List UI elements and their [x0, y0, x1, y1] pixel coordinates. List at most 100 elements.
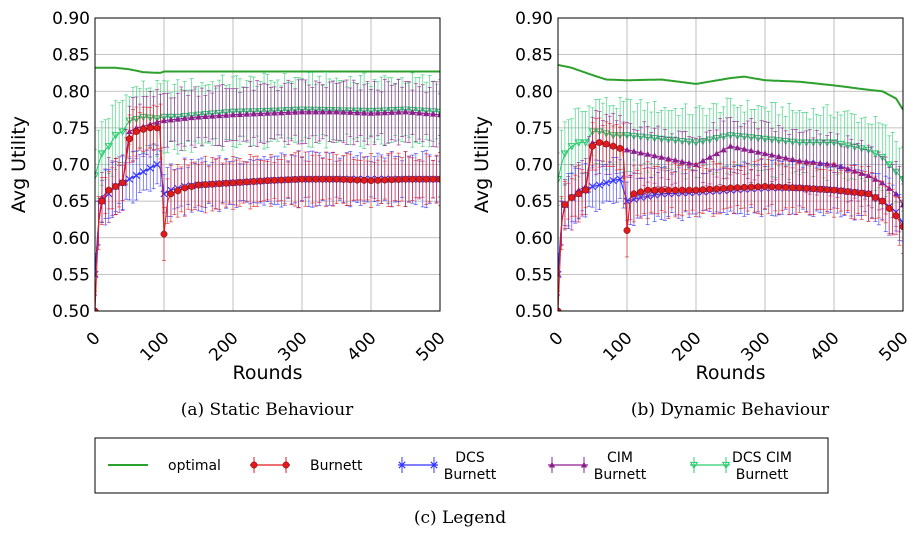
a-series-burnett-marker-21 [236, 178, 244, 186]
a-series-burnett-marker-45 [402, 175, 409, 183]
b-series-burnett-marker-22 [706, 185, 714, 193]
a-series-dcs-burnett-marker-9-b [153, 160, 161, 169]
b-series-dcs-cim-burnett-marker-4 [581, 139, 590, 147]
caption-dynamic: (b) Dynamic Behaviour [631, 400, 830, 420]
a-series-dcs-burnett-marker-0 [95, 270, 99, 278]
b-series-burnett-marker-37 [809, 185, 817, 193]
a-series-dcs-burnett-marker-0-b [95, 270, 99, 276]
a-series-cim-burnett-marker-50 [436, 111, 440, 118]
a-series-cim-burnett-marker-41 [374, 109, 382, 116]
a-plot [95, 66, 440, 311]
a-series-cim-burnett-marker-44 [395, 108, 402, 115]
b-series-dcs-burnett-marker-10 [623, 197, 631, 205]
a-series-burnett-marker-6 [132, 128, 140, 135]
b-ytick-3: 0.65 [515, 192, 553, 212]
a-series-burnett-marker-14 [188, 183, 196, 190]
a-series-burnett-marker-19 [222, 179, 230, 187]
a-series-cim-burnett-marker-40 [367, 110, 375, 116]
a-series-cim-burnett-marker-43 [388, 109, 395, 115]
b-series-dcs-burnett-marker-9-b [616, 175, 624, 183]
a-series-burnett-marker-10 [160, 230, 168, 238]
a-series-cim-burnett-marker-35 [333, 108, 340, 115]
a-series-burnett-marker-43 [388, 176, 396, 184]
b-series-cim-burnett-marker-28 [748, 147, 755, 154]
a-series-optimal-line [95, 66, 440, 74]
b-series-burnett-marker-45 [865, 190, 872, 198]
a-series-burnett-marker-34 [326, 175, 334, 183]
legend-label-4-line2: Burnett [736, 467, 789, 483]
a-series-burnett-marker-8 [146, 124, 154, 132]
b-series-burnett-marker-47 [878, 197, 886, 205]
a-series-burnett-marker-23 [250, 178, 258, 185]
b-series-dcs-burnett-marker-9 [616, 175, 624, 183]
a-xtick-5: 500 [412, 328, 449, 365]
b-series-dcs-burnett-marker-5 [588, 182, 597, 191]
b-series-burnett-marker-39 [823, 186, 831, 194]
legend-marker-right-1 [282, 461, 290, 469]
a-series-dcs-burnett-marker-5 [125, 175, 134, 183]
a-xtick-4: 400 [343, 328, 380, 365]
a-series-burnett-marker-48 [422, 175, 430, 183]
b-series-burnett-marker-17 [671, 186, 679, 194]
a-series-dcs-burnett-marker-9 [153, 160, 161, 169]
a-series-burnett-marker-38 [353, 176, 361, 184]
b-series-burnett-marker-13 [644, 186, 652, 194]
b-series-burnett-marker-18 [678, 186, 686, 194]
b-series-dcs-cim-burnett-marker-2 [567, 143, 576, 151]
a-series-burnett-marker-49 [429, 175, 437, 183]
b-series-dcs-burnett-marker-0-b [558, 270, 562, 276]
legend-marker-right-2 [430, 461, 438, 469]
legend-marker-right-2-b [430, 461, 438, 469]
b-series-cim-burnett-marker-30 [761, 150, 769, 157]
b-series-burnett-marker-21 [699, 186, 707, 194]
b-plot [558, 63, 903, 311]
b-series-dcs-cim-burnett-marker-46 [871, 150, 880, 158]
b-series-burnett-marker-32 [775, 183, 783, 191]
b-series-dcs-burnett-marker-8 [609, 177, 617, 185]
a-series-cim-burnett-marker-29 [291, 108, 299, 115]
a-series-burnett-marker-15 [195, 181, 202, 189]
a-series-dcs-cim-burnett-marker-1 [97, 150, 107, 158]
a-series-burnett-marker-36 [339, 175, 347, 183]
a-series-burnett-marker-27 [277, 176, 285, 184]
b-series-burnett-marker-11 [630, 190, 638, 198]
a-series-cim-burnett-marker-46 [409, 109, 416, 115]
b-series-dcs-burnett-marker-6-b [595, 181, 603, 189]
legend-marker-left-2 [398, 461, 406, 469]
b-series-burnett-marker-16 [664, 186, 672, 194]
a-ytick-1: 0.55 [52, 265, 90, 285]
b-ytick-0: 0.50 [515, 302, 553, 322]
b-ytick-8: 0.90 [515, 9, 553, 29]
a-series-burnett-marker-44 [395, 175, 403, 183]
a-series-burnett-marker-42 [381, 176, 389, 184]
a-series-burnett-marker-2 [105, 186, 113, 194]
b-series-burnett-marker-33 [782, 183, 790, 191]
b-xtick-1: 100 [599, 328, 636, 365]
b-series-burnett-marker-15 [658, 186, 665, 194]
legend-label-3-line2: Burnett [594, 467, 647, 483]
legend-marker-right-4 [721, 461, 731, 470]
a-series-cim-burnett-marker-12 [174, 115, 181, 122]
a-series-burnett-marker-30 [298, 175, 306, 183]
b-ytick-6: 0.80 [515, 82, 553, 102]
b-xtick-5: 500 [875, 328, 912, 365]
b-series-cim-burnett-marker-32 [775, 153, 782, 160]
chart-dynamic-behaviour: 0.50 0.55 0.60 0.65 0.70 0.75 0.80 0.85 0.90 0 100… [471, 9, 913, 384]
b-series-optimal [558, 63, 903, 111]
b-series-burnett-marker-36 [802, 184, 810, 192]
b-series-burnett-marker-5 [589, 142, 596, 150]
b-series-burnett-marker-43 [851, 188, 859, 196]
b-xtick-3: 300 [737, 328, 774, 365]
a-series-cim-burnett-marker-32 [312, 108, 319, 115]
a-series-cim-burnett-marker-42 [381, 109, 388, 116]
b-series-dcs-burnett-marker-7 [602, 179, 610, 187]
a-series-burnett-marker-1 [98, 197, 106, 205]
b-series-dcs-burnett-marker-6 [595, 181, 603, 189]
b-ytick-5: 0.75 [515, 119, 553, 139]
b-series-burnett-marker-23 [713, 185, 721, 193]
b-series-dcs-cim-burnett-marker-3 [574, 139, 583, 147]
b-series-cim-burnett-marker-35 [796, 157, 803, 164]
a-series-burnett-marker-28 [284, 176, 292, 184]
a-series-cim-burnett-marker-10 [160, 117, 168, 124]
